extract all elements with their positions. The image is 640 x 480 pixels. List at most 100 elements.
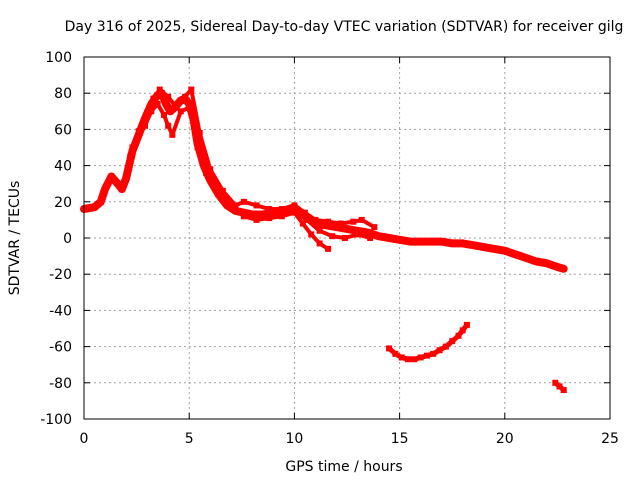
x-tick-label: 20 bbox=[496, 431, 514, 447]
series-layer bbox=[80, 86, 568, 394]
data-point bbox=[163, 101, 170, 108]
data-point bbox=[133, 137, 140, 144]
data-point bbox=[522, 254, 529, 261]
data-point bbox=[459, 240, 466, 247]
data-point bbox=[325, 218, 332, 225]
x-tick-label: 15 bbox=[391, 431, 409, 447]
data-point bbox=[148, 108, 155, 115]
data-point bbox=[291, 202, 298, 209]
data-point bbox=[367, 235, 374, 241]
data-point bbox=[337, 220, 344, 227]
data-point bbox=[249, 211, 256, 218]
data-point bbox=[308, 231, 315, 238]
data-point bbox=[91, 204, 98, 211]
data-point bbox=[350, 218, 357, 225]
data-point bbox=[291, 209, 298, 216]
data-point bbox=[219, 187, 226, 194]
data-point bbox=[186, 104, 193, 111]
data-point bbox=[215, 187, 222, 194]
data-point bbox=[480, 244, 487, 251]
data-point bbox=[207, 166, 214, 173]
data-point bbox=[459, 327, 466, 334]
data-point bbox=[228, 204, 235, 211]
y-tick-label: 40 bbox=[54, 159, 72, 175]
data-point bbox=[396, 236, 403, 243]
data-point bbox=[543, 260, 550, 267]
data-point bbox=[354, 227, 361, 234]
y-tick-label: -60 bbox=[49, 340, 72, 356]
data-point bbox=[108, 173, 115, 180]
data-point bbox=[304, 216, 311, 223]
data-point bbox=[371, 224, 378, 231]
x-tick-label: 10 bbox=[285, 431, 303, 447]
data-point bbox=[278, 213, 285, 220]
data-point bbox=[301, 209, 308, 216]
data-point bbox=[556, 383, 563, 390]
data-point bbox=[167, 108, 174, 115]
data-point bbox=[405, 356, 412, 363]
data-point bbox=[365, 229, 372, 236]
data-point bbox=[312, 216, 319, 223]
data-point bbox=[436, 347, 443, 354]
data-point bbox=[322, 222, 329, 229]
data-point bbox=[417, 354, 424, 361]
data-point bbox=[291, 206, 298, 213]
axes: 0 5 10 15 20 25 -100 -80 -60 -40 -20 0 20 40 60 80 100 bbox=[40, 50, 619, 447]
data-point bbox=[491, 245, 498, 252]
y-tick-label: 20 bbox=[54, 195, 72, 211]
chart-title: Day 316 of 2025, Sidereal Day-to-day VTE… bbox=[65, 19, 624, 35]
data-point bbox=[449, 240, 456, 247]
data-point bbox=[196, 130, 203, 137]
y-tick-label: 0 bbox=[63, 231, 72, 247]
y-tick-label: 60 bbox=[54, 122, 72, 138]
data-point bbox=[375, 233, 382, 240]
data-point bbox=[97, 198, 104, 205]
data-point bbox=[144, 110, 151, 117]
data-point bbox=[554, 263, 561, 270]
data-point bbox=[438, 238, 445, 245]
data-point bbox=[253, 202, 260, 209]
data-point bbox=[463, 321, 470, 328]
data-point bbox=[123, 175, 130, 182]
data-point bbox=[266, 215, 273, 222]
x-tick-label: 25 bbox=[601, 431, 619, 447]
y-tick-label: -100 bbox=[40, 412, 72, 428]
data-point bbox=[270, 209, 277, 216]
data-point bbox=[169, 131, 176, 138]
data-point bbox=[299, 220, 306, 227]
data-point bbox=[552, 379, 559, 386]
data-point bbox=[114, 180, 121, 187]
data-point bbox=[102, 186, 109, 193]
x-axis-label: GPS time / hours bbox=[285, 459, 402, 475]
data-point bbox=[392, 350, 399, 357]
data-point bbox=[417, 238, 424, 245]
data-point bbox=[165, 93, 172, 100]
y-axis-label: SDTVAR / TECUs bbox=[7, 181, 23, 296]
data-point bbox=[354, 231, 361, 238]
data-point bbox=[470, 242, 477, 249]
data-point bbox=[240, 209, 247, 216]
data-point bbox=[160, 111, 167, 118]
data-point bbox=[560, 265, 567, 272]
data-point bbox=[442, 343, 449, 350]
y-tick-label: -80 bbox=[49, 376, 72, 392]
data-point bbox=[203, 169, 210, 176]
data-point bbox=[333, 224, 340, 231]
data-point bbox=[386, 345, 393, 352]
data-point bbox=[253, 216, 260, 223]
data-point bbox=[398, 354, 405, 361]
y-tick-label: 80 bbox=[54, 86, 72, 102]
data-point bbox=[329, 233, 336, 240]
data-point bbox=[215, 191, 222, 198]
data-point bbox=[173, 104, 180, 111]
data-point bbox=[259, 211, 266, 218]
data-point bbox=[344, 225, 350, 232]
data-point bbox=[224, 202, 231, 209]
series-line-spread-lower bbox=[128, 102, 331, 251]
y-tick-label: 100 bbox=[45, 50, 72, 66]
data-point bbox=[325, 245, 332, 252]
data-point bbox=[181, 93, 188, 100]
x-tick-label: 5 bbox=[185, 431, 194, 447]
data-point bbox=[512, 251, 519, 258]
data-point bbox=[194, 144, 201, 151]
